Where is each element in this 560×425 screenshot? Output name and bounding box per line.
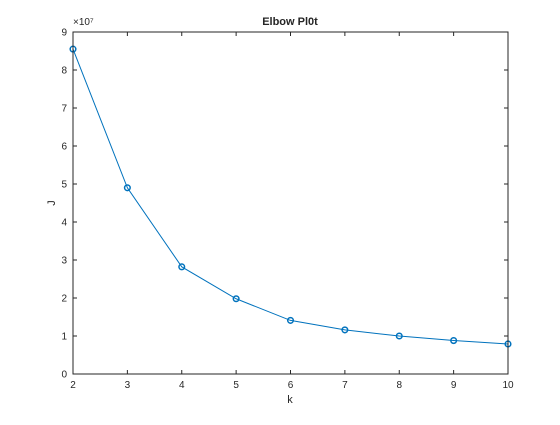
- y-tick-label: 5: [61, 180, 67, 191]
- y-tick-label: 3: [61, 256, 67, 267]
- x-tick-label: 10: [502, 380, 514, 391]
- data-point-marker: [450, 337, 458, 345]
- series-line: [72, 48, 509, 345]
- axes-box: [72, 31, 509, 375]
- data-point-marker: [123, 184, 131, 192]
- data-point-marker: [178, 263, 186, 271]
- data-point-marker: [395, 332, 403, 340]
- y-tick-label: 7: [61, 104, 67, 115]
- data-point-marker: [286, 316, 295, 324]
- x-ticks: 2 3 4 5 6 7 8 9 10: [70, 32, 514, 391]
- y-exponent-label: ×10⁷: [73, 17, 94, 28]
- y-tick-label: 4: [61, 218, 67, 229]
- chart-title: Elbow Pl0t: [262, 16, 318, 28]
- x-tick-label: 5: [233, 380, 239, 391]
- y-axis-label: J: [46, 200, 58, 206]
- y-ticks: 0 1 2 3 4 5 6 7 8 9: [61, 28, 508, 381]
- y-tick-label: 6: [61, 142, 67, 153]
- data-point-marker: [232, 295, 240, 303]
- y-tick-label: 9: [61, 28, 67, 39]
- x-tick-label: 4: [179, 380, 185, 391]
- x-tick-label: 2: [70, 380, 76, 391]
- x-axis-label: k: [287, 394, 293, 406]
- x-tick-label: 8: [396, 380, 402, 391]
- y-tick-label: 1: [61, 332, 67, 343]
- y-tick-label: 2: [61, 294, 67, 305]
- x-tick-label: 9: [451, 380, 457, 391]
- x-tick-label: 6: [288, 380, 294, 391]
- y-tick-label: 0: [61, 370, 67, 381]
- y-tick-label: 8: [61, 66, 67, 77]
- data-point-marker: [341, 326, 349, 334]
- x-tick-label: 3: [125, 380, 131, 391]
- x-tick-label: 7: [342, 380, 348, 391]
